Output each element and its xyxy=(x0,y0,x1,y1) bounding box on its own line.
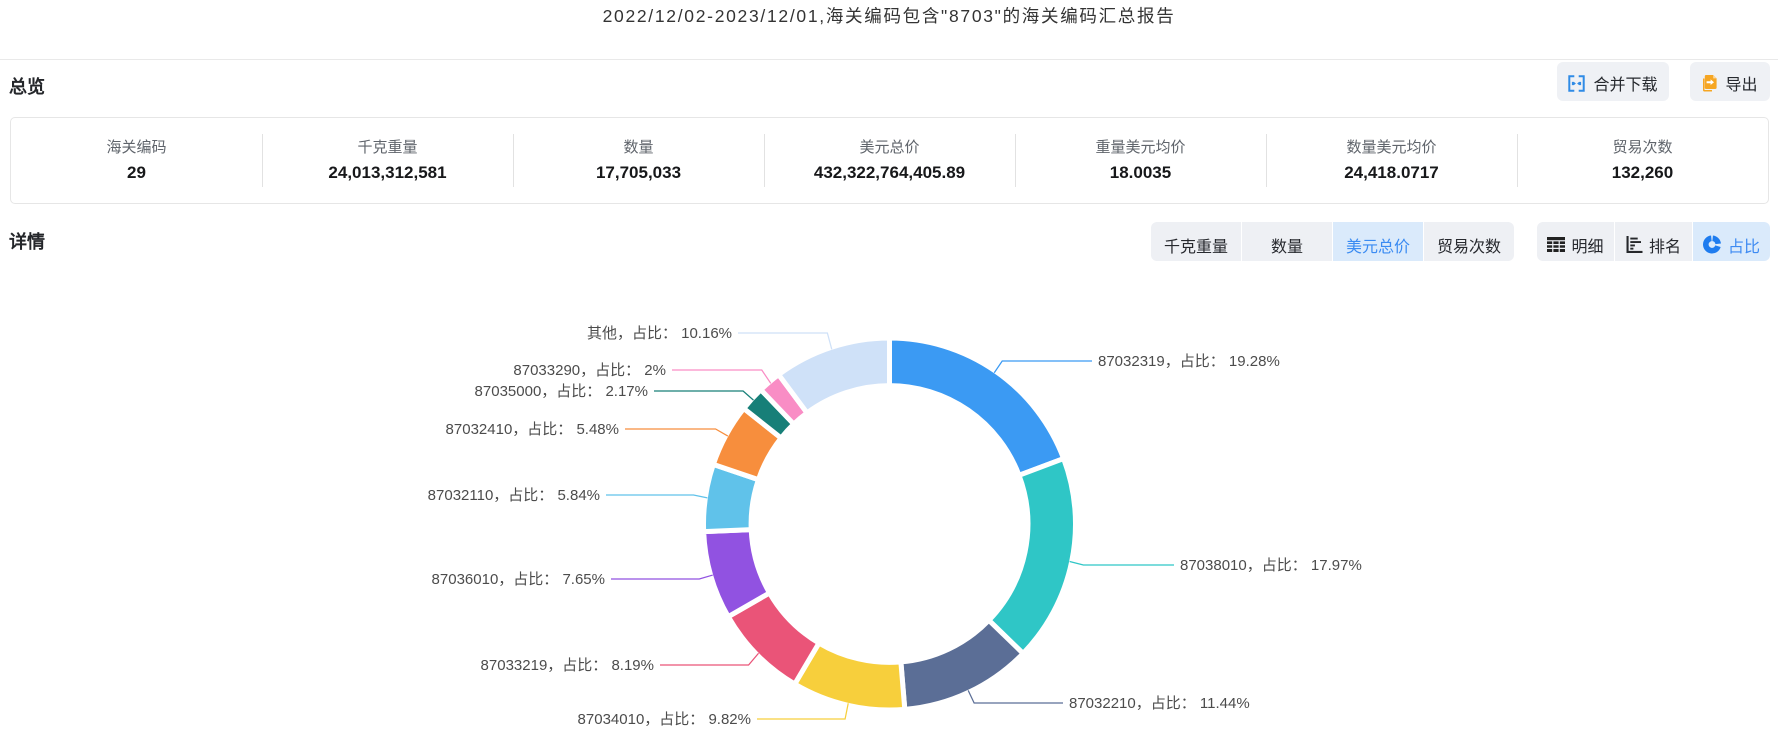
svg-text:87033219，占比： 8.19%: 87033219，占比： 8.19% xyxy=(481,657,654,674)
svg-text:87032110，占比： 5.84%: 87032110，占比： 5.84% xyxy=(428,487,600,504)
svg-text:87032319，占比： 19.28%: 87032319，占比： 19.28% xyxy=(1098,353,1280,370)
svg-text:87032210，占比： 11.44%: 87032210，占比： 11.44% xyxy=(1069,695,1250,712)
svg-text:87032410，占比： 5.48%: 87032410，占比： 5.48% xyxy=(446,421,619,438)
svg-text:87036010，占比： 7.65%: 87036010，占比： 7.65% xyxy=(432,571,605,588)
svg-text:87033290，占比： 2%: 87033290，占比： 2% xyxy=(513,362,666,379)
svg-text:87038010，占比： 17.97%: 87038010，占比： 17.97% xyxy=(1180,557,1362,574)
svg-text:87035000，占比： 2.17%: 87035000，占比： 2.17% xyxy=(475,383,648,400)
svg-text:87034010，占比： 9.82%: 87034010，占比： 9.82% xyxy=(578,711,751,728)
svg-text:其他，占比： 10.16%: 其他，占比： 10.16% xyxy=(587,325,732,342)
